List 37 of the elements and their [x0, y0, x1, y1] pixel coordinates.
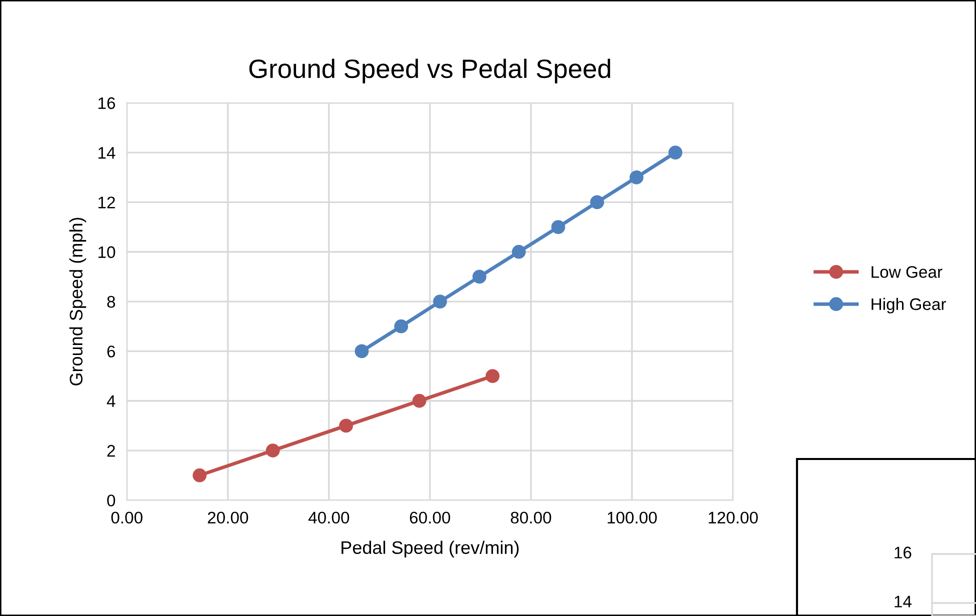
y-tick-label: 8	[107, 296, 116, 308]
point	[512, 244, 526, 259]
x-tick-label: 0.00	[111, 512, 142, 524]
y-tick-label: 4	[106, 395, 116, 407]
y-tick-label: 14	[98, 147, 116, 159]
x-tick-label: 40.00	[308, 512, 350, 524]
y-tick-label: 2	[107, 444, 115, 457]
legend-label: High Gear	[872, 298, 946, 314]
x-tick-label: 100.00	[608, 512, 657, 524]
y-tick-label: 12	[98, 196, 115, 208]
point	[668, 146, 682, 160]
text: 14	[894, 596, 912, 608]
x-tick-label: 60.00	[410, 512, 450, 524]
x-tick-label: 120.00	[708, 512, 758, 524]
x-tick-label: 80.00	[510, 512, 552, 524]
y-axis-title: Ground Speed (mph)	[69, 218, 86, 386]
point	[394, 319, 408, 334]
y-tick-label: 10	[98, 246, 116, 258]
y-tick-label: 16	[98, 97, 116, 110]
point	[590, 195, 604, 210]
point	[354, 344, 369, 358]
point	[486, 369, 500, 383]
point	[472, 270, 486, 284]
legend-label: Low Gear	[872, 266, 942, 278]
point	[551, 220, 566, 234]
text: 16	[894, 546, 912, 558]
point	[192, 468, 207, 482]
x-axis-title: Pedal Speed (rev/min)	[342, 540, 519, 558]
point	[266, 444, 280, 458]
point	[433, 294, 447, 308]
point	[412, 394, 426, 408]
chart-title: Ground Speed vs Pedal Speed	[249, 58, 610, 84]
x-tick-label: 20.00	[208, 512, 248, 524]
point	[630, 170, 644, 184]
y-tick-label: 0	[107, 494, 116, 506]
y-tick-label: 6	[107, 346, 116, 358]
point	[339, 418, 354, 433]
